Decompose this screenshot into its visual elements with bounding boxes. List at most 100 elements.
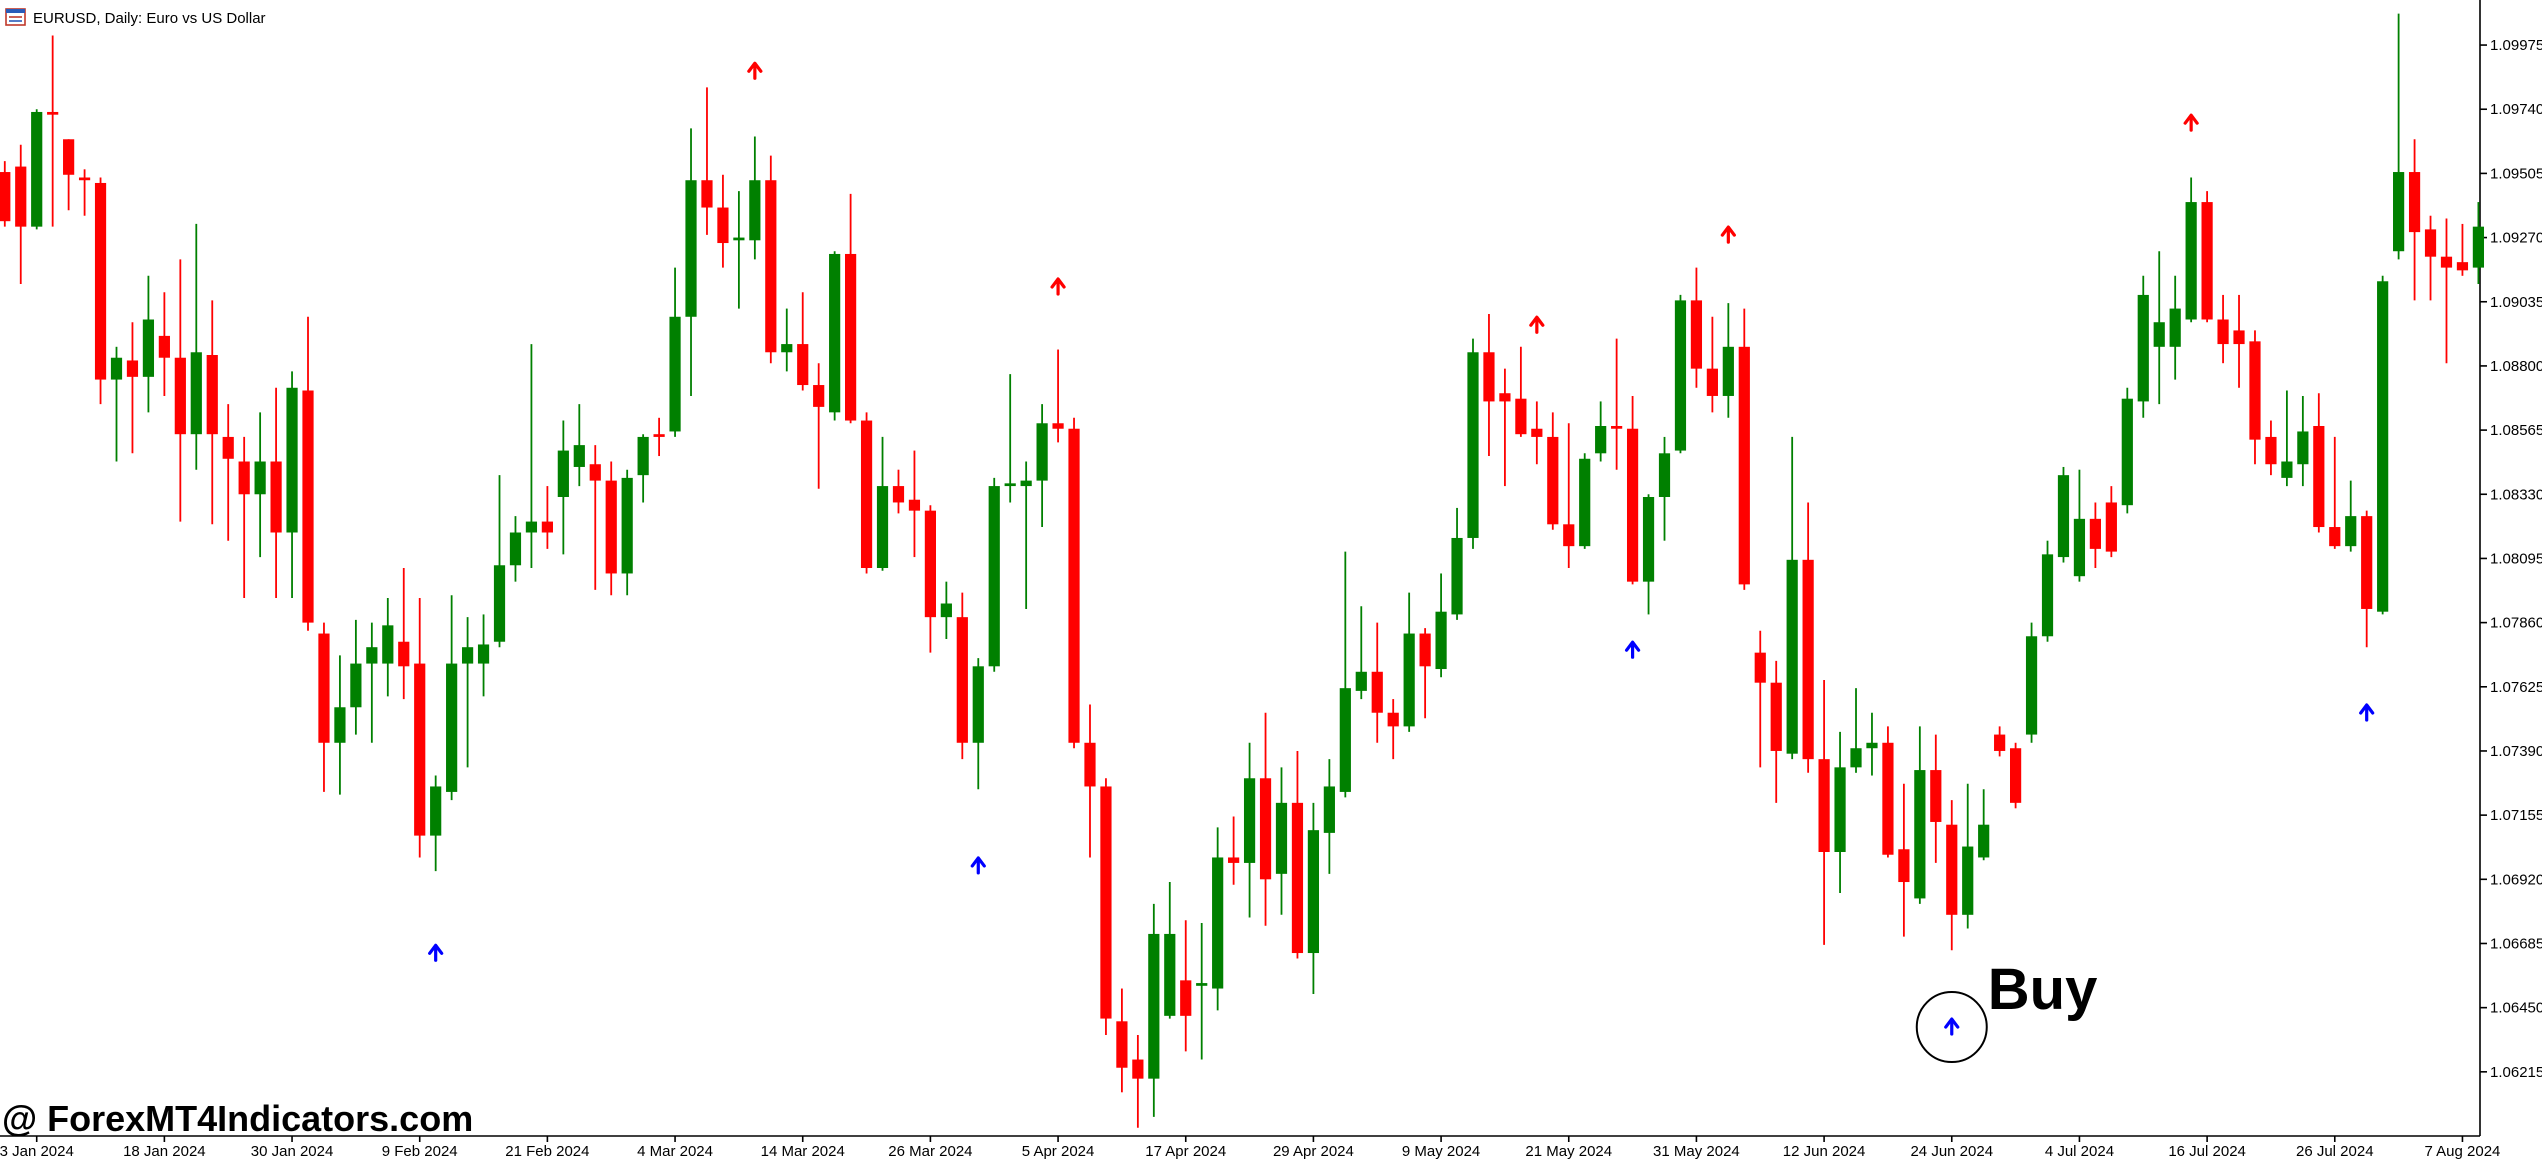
symbol-icon [5,8,26,26]
candle-body [972,666,984,743]
candle-body [1946,824,1958,915]
x-tick-label: 7 Aug 2024 [2424,1143,2500,1159]
candle-body [1259,778,1272,880]
x-tick-label: 3 Jan 2024 [0,1143,74,1159]
candle-body [1738,346,1750,585]
candle-body [1930,770,1942,822]
candle-body [366,647,378,664]
candle-body [1052,423,1064,429]
candle-body [2377,281,2389,612]
candle-body [1722,346,1734,396]
candle-body [1882,742,1894,855]
x-tick-label: 26 Jul 2024 [2296,1143,2374,1159]
signal-arrow [747,61,763,80]
candle-body [126,360,139,377]
candle-body [1595,426,1607,454]
candle-body [190,352,202,435]
candle-body [0,172,11,222]
signal-arrow [1720,225,1736,244]
candle-body [2361,516,2373,609]
candle-body [829,253,841,413]
candle-body [1898,849,1910,883]
signal-arrow [1529,315,1545,334]
candle-body [1435,611,1447,670]
candle-body [461,647,474,664]
candle-body [876,486,889,568]
candle-body [1674,300,1687,451]
y-tick-label: 1.08565 [2490,422,2542,439]
candle-body [2313,426,2325,528]
signal-arrow [2183,113,2199,132]
x-tick-label: 17 Apr 2024 [1145,1143,1226,1159]
candle-body [1148,933,1160,1079]
candle-body [1467,352,1479,538]
candle-body [2121,398,2133,506]
candle-body [797,344,809,386]
candle-body [1658,453,1671,497]
candle-body [1196,983,1208,986]
candle-body [15,166,27,227]
candle-body [1642,497,1655,582]
y-tick-label: 1.09740 [2490,101,2542,118]
candle-body [653,434,665,437]
candle-body [2424,229,2437,257]
candle-body [2393,172,2405,252]
candle-body [446,663,458,792]
candle-body [940,603,952,618]
x-tick-label: 21 Feb 2024 [505,1143,589,1159]
candle-body [765,180,777,353]
candle-body [63,139,75,175]
candle-body [1499,393,1511,402]
candle-body [94,182,107,380]
candle-body [1914,770,1926,899]
candle-body [860,420,873,568]
x-tick-label: 9 May 2024 [1402,1143,1480,1159]
candle-body [2265,436,2277,465]
candle-body [1770,682,1782,751]
y-tick-label: 1.06920 [2490,871,2542,888]
candle-body [2408,172,2421,233]
candle-body [2185,202,2197,320]
candle-body [621,477,633,574]
candle-body [2009,748,2022,803]
signal-arrow [970,856,986,875]
candle-body [430,786,442,836]
candle-body [1834,767,1846,852]
candle-body [573,445,585,467]
candle-body [892,486,905,503]
signal-arrow [1944,1017,1960,1036]
candle-body [302,390,314,623]
candle-body [1212,857,1224,989]
candle-body [2057,475,2070,558]
candle-body [1068,428,1080,743]
candle-body [2073,518,2086,577]
candle-body [2137,294,2149,402]
candle-body [78,177,91,181]
candle-body [477,644,490,664]
x-tick-label: 12 Jun 2024 [1783,1143,1866,1159]
candle-body [717,207,729,244]
candle-body [1547,436,1559,525]
signal-arrow [2359,703,2375,722]
candle-body [158,335,170,358]
candle-body [924,510,936,618]
candle-body [2456,262,2469,271]
candle-body [1164,933,1176,1016]
candle-body [1978,824,1990,858]
x-tick-label: 5 Apr 2024 [1022,1143,1095,1159]
candle-body [1626,428,1639,582]
candle-body [254,461,266,495]
candle-body [2329,527,2341,547]
candle-body [1962,846,1974,915]
candle-body [781,344,793,353]
candle-body [1850,748,1862,768]
candle-body [1818,759,1830,852]
x-tick-label: 31 May 2024 [1653,1143,1740,1159]
candle-body [2169,308,2181,347]
y-tick-label: 1.06450 [2490,1000,2542,1017]
y-tick-label: 1.08095 [2490,550,2542,567]
annotation-circle [1915,991,1988,1064]
candle-body [1579,458,1591,547]
candle-body [1020,480,1032,487]
candle-body [749,180,761,241]
